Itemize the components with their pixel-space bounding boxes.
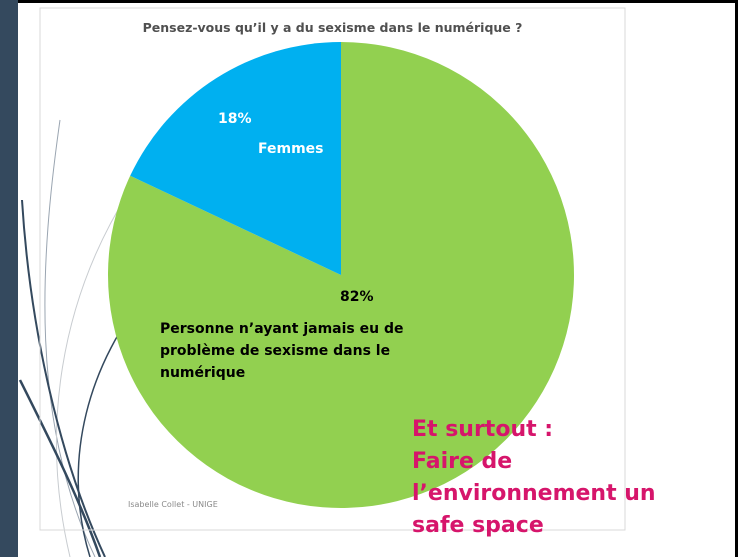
deco-line (18, 379, 102, 557)
value-label: 82% (340, 289, 374, 305)
annotation: Et surtout : Faire de l’environnement un sa… (412, 414, 732, 542)
deco-line (44, 119, 96, 557)
side-bar (0, 0, 18, 557)
deco-line (21, 199, 106, 557)
annotation-line: Faire de (412, 449, 513, 474)
pie-slice (130, 42, 341, 275)
chart-frame (39, 7, 626, 531)
slice-label: Femmes (258, 141, 324, 157)
annotation-line: l’environnement un (412, 481, 656, 506)
chart-title: Pensez-vous qu’il y a du sexisme dans le… (142, 20, 523, 35)
footer: Isabelle Collet - UNIGE (128, 500, 218, 509)
pie (108, 42, 574, 509)
deco-line (56, 189, 131, 557)
annotation-line: Et surtout : (412, 417, 554, 442)
top-border (0, 0, 738, 3)
right-border (735, 0, 738, 557)
value-label: 18% (218, 111, 252, 127)
annotation-line: safe space (412, 513, 544, 538)
slice-label: Personne n’ayant jamais eu de problème d… (160, 321, 404, 381)
